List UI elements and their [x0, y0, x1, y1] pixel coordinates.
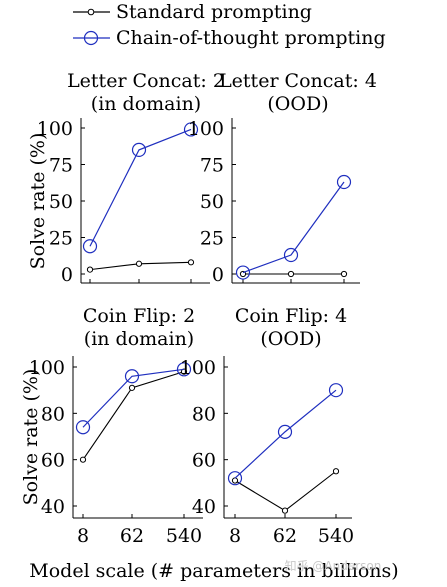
- y-tick-label: 100: [188, 118, 224, 140]
- x-tick-label: 8: [77, 525, 89, 547]
- legend-marker-standard: [87, 8, 95, 16]
- data-point-standard: [86, 266, 94, 273]
- panel-title-line-2: (in domain): [91, 93, 201, 115]
- data-point-cot: [328, 383, 344, 398]
- y-tick-label: 50: [200, 191, 224, 213]
- legend-label-standard: Standard prompting: [116, 1, 312, 23]
- data-point-cot: [124, 369, 140, 384]
- legend-label-cot: Chain-of-thought prompting: [116, 27, 386, 49]
- data-point-standard: [180, 368, 188, 375]
- y-tick-label: 25: [49, 228, 73, 250]
- series-line-cot: [234, 389, 337, 479]
- panel-title-line-2: (in domain): [84, 328, 194, 350]
- series-line-cot: [82, 368, 185, 428]
- x-tick-label: 8: [229, 525, 241, 547]
- data-point-cot: [176, 362, 192, 377]
- y-tick-label: 25: [200, 228, 224, 250]
- y-axis-label: Solve rate (%): [27, 133, 49, 270]
- data-point-standard: [340, 270, 348, 278]
- legend-marker-cot: [83, 30, 99, 46]
- y-tick-label: 100: [29, 357, 65, 379]
- panel-title-line-1: Letter Concat: 4: [219, 70, 377, 92]
- watermark: 知乎 @Anderson: [285, 559, 382, 573]
- series-line-standard: [82, 371, 185, 460]
- data-point-standard: [332, 468, 340, 475]
- data-point-standard: [79, 456, 87, 463]
- y-tick-label: 60: [192, 450, 216, 472]
- y-tick-label: 75: [49, 155, 73, 177]
- data-point-standard: [135, 260, 143, 267]
- y-tick-label: 40: [41, 496, 65, 518]
- x-axis-label: Model scale (# parameters in billions): [29, 560, 398, 582]
- y-tick-label: 80: [192, 403, 216, 425]
- panel-title-line-1: Coin Flip: 4: [235, 305, 347, 327]
- data-point-cot: [227, 471, 243, 486]
- data-point-standard: [187, 259, 195, 266]
- y-tick-label: 80: [41, 403, 65, 425]
- data-point-cot: [235, 265, 251, 280]
- data-point-cot: [183, 122, 199, 137]
- data-point-standard: [231, 477, 239, 484]
- data-point-cot: [336, 174, 352, 190]
- series-line-standard: [234, 470, 337, 512]
- x-tick-label: 62: [120, 525, 144, 547]
- data-point-cot: [277, 424, 293, 439]
- x-tick-label: 540: [166, 525, 202, 547]
- data-point-cot: [283, 247, 299, 263]
- y-tick-label: 0: [212, 264, 224, 286]
- data-point-cot: [131, 142, 147, 157]
- x-tick-label: 540: [318, 525, 354, 547]
- data-point-cot: [75, 420, 91, 435]
- y-tick-label: 75: [200, 155, 224, 177]
- series-line-cot: [242, 181, 345, 274]
- y-tick-label: 40: [192, 496, 216, 518]
- y-axis-label: Solve rate (%): [20, 369, 42, 506]
- data-point-standard: [281, 507, 289, 514]
- panel-coin-flip-4: Coin Flip: 4 (OOD) 40 60 80 100 8 62 540: [180, 305, 354, 547]
- data-point-standard: [287, 270, 295, 278]
- panel-letter-concat-2: Letter Concat: 2 (in domain) Solve rate …: [27, 70, 225, 286]
- panel-title-line-1: Letter Concat: 2: [67, 70, 225, 92]
- legend: Standard prompting Chain-of-thought prom…: [73, 1, 386, 49]
- panel-title-line-1: Coin Flip: 2: [83, 305, 195, 327]
- data-point-standard: [128, 384, 136, 391]
- panel-coin-flip-2: Coin Flip: 2 (in domain) Solve rate (%) …: [20, 305, 203, 547]
- panel-title-line-2: (OOD): [260, 328, 321, 350]
- panel-letter-concat-4: Letter Concat: 4 (OOD) 0 25 50 75 100: [188, 70, 377, 286]
- y-tick-label: 100: [37, 118, 73, 140]
- y-tick-label: 60: [41, 450, 65, 472]
- y-tick-label: 100: [180, 357, 216, 379]
- x-tick-label: 62: [273, 525, 297, 547]
- y-tick-label: 50: [49, 191, 73, 213]
- y-tick-label: 0: [61, 264, 73, 286]
- data-point-cot: [82, 239, 98, 254]
- series-line-cot: [89, 128, 192, 247]
- panel-title-line-2: (OOD): [267, 93, 328, 115]
